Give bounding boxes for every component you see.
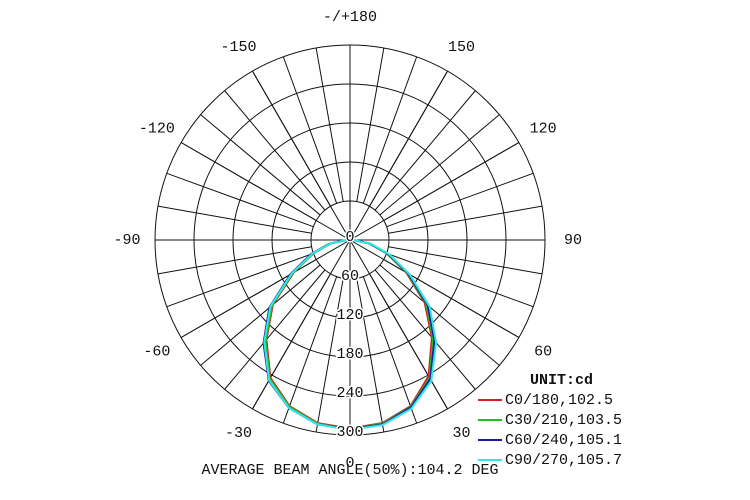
- unit-label: UNIT:cd: [530, 372, 593, 389]
- angle-label: 60: [534, 343, 552, 360]
- angle-label: 90: [564, 232, 582, 249]
- angle-label: -60: [143, 343, 170, 360]
- legend-label: C60/240,105.1: [505, 432, 622, 449]
- radial-label: 120: [336, 307, 363, 324]
- angle-label: -90: [113, 232, 140, 249]
- radial-label: 300: [336, 424, 363, 441]
- legend-label: C30/210,103.5: [505, 412, 622, 429]
- caption: AVERAGE BEAM ANGLE(50%):104.2 DEG: [201, 462, 498, 479]
- major-spoke: [349, 239, 520, 338]
- major-spoke: [349, 142, 520, 241]
- angle-label: -30: [225, 425, 252, 442]
- angle-label: -/+180: [323, 9, 377, 26]
- angle-label: -120: [139, 120, 175, 137]
- intensity-curve: [263, 239, 438, 431]
- angle-label: 150: [448, 39, 475, 56]
- major-spoke: [180, 142, 351, 241]
- major-spoke: [252, 70, 351, 241]
- legend-label: C90/270,105.7: [505, 452, 622, 469]
- angle-label: 0: [345, 455, 354, 472]
- major-spoke: [349, 70, 448, 241]
- radial-label: 0: [345, 229, 354, 246]
- major-spoke: [180, 239, 351, 338]
- radial-label: 180: [336, 346, 363, 363]
- angle-label: 120: [530, 120, 557, 137]
- radial-label: 240: [336, 385, 363, 402]
- legend-label: C0/180,102.5: [505, 392, 613, 409]
- angle-label: -150: [220, 39, 256, 56]
- radial-label: 60: [341, 268, 359, 285]
- angle-label: 30: [452, 425, 470, 442]
